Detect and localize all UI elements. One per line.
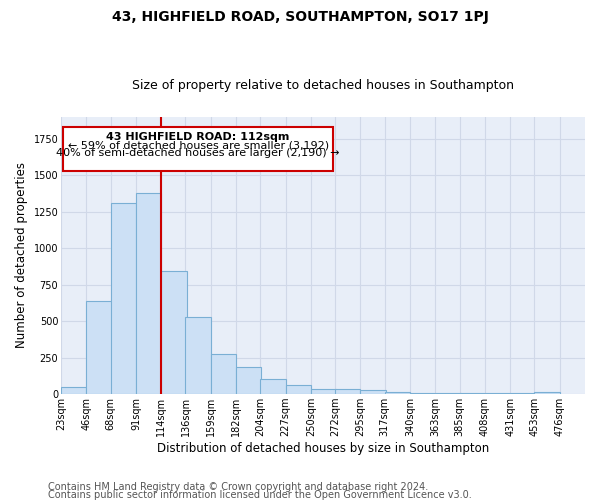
Bar [335,389,361,394]
FancyBboxPatch shape [63,127,333,171]
Text: ← 59% of detached houses are smaller (3,192): ← 59% of detached houses are smaller (3,… [68,140,329,150]
Bar [136,192,161,394]
Bar [311,389,336,394]
Bar [385,392,410,394]
Bar [211,354,236,394]
Bar [86,301,112,394]
Text: Contains HM Land Registry data © Crown copyright and database right 2024.: Contains HM Land Registry data © Crown c… [48,482,428,492]
Bar [185,317,211,394]
Text: 40% of semi-detached houses are larger (2,190) →: 40% of semi-detached houses are larger (… [56,148,340,158]
Bar [260,379,286,394]
Text: Contains public sector information licensed under the Open Government Licence v3: Contains public sector information licen… [48,490,472,500]
Bar [410,392,436,394]
Bar [61,387,86,394]
Bar [161,270,187,394]
Text: 43 HIGHFIELD ROAD: 112sqm: 43 HIGHFIELD ROAD: 112sqm [106,132,290,142]
Bar [361,390,386,394]
Y-axis label: Number of detached properties: Number of detached properties [15,162,28,348]
Title: Size of property relative to detached houses in Southampton: Size of property relative to detached ho… [132,79,514,92]
Bar [236,368,262,394]
Bar [286,386,311,394]
Text: 43, HIGHFIELD ROAD, SOUTHAMPTON, SO17 1PJ: 43, HIGHFIELD ROAD, SOUTHAMPTON, SO17 1P… [112,10,488,24]
Bar [535,392,560,394]
X-axis label: Distribution of detached houses by size in Southampton: Distribution of detached houses by size … [157,442,489,455]
Bar [110,204,136,394]
